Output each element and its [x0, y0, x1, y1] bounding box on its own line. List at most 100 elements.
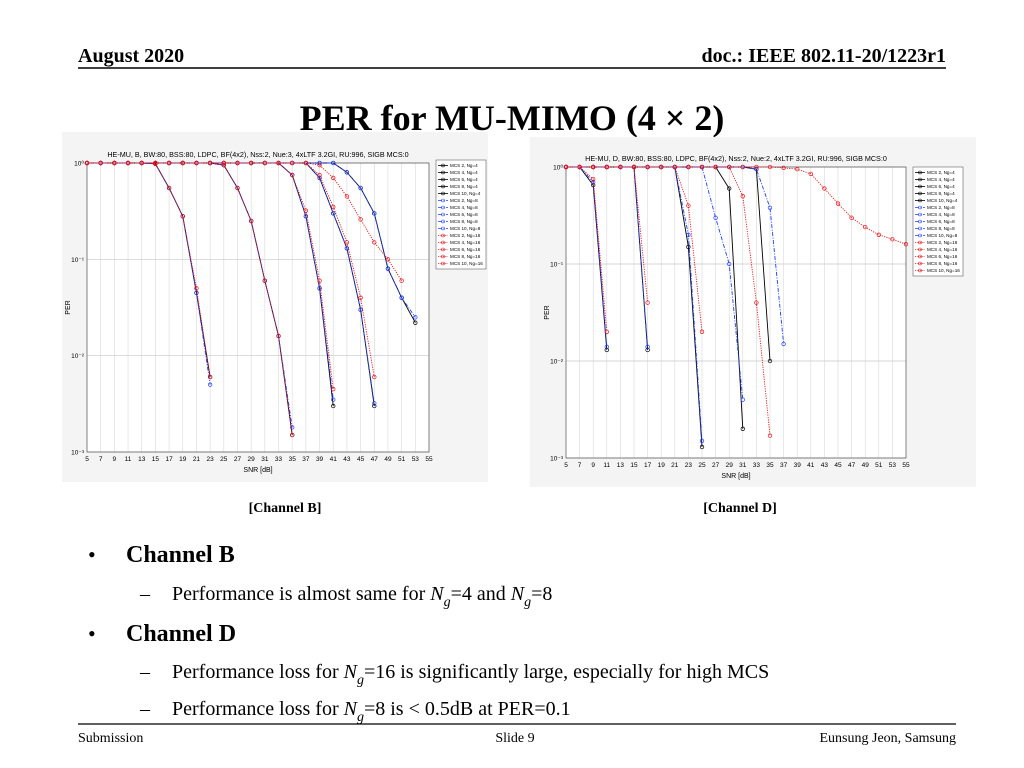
header-date: August 2020	[78, 45, 184, 67]
data-point	[194, 290, 199, 295]
data-point	[331, 204, 336, 210]
data-point	[740, 194, 745, 199]
data-point	[235, 160, 240, 166]
legend-marker	[918, 212, 922, 217]
data-point	[781, 341, 786, 347]
y-tick-label: 10⁻³	[550, 456, 564, 463]
x-tick-label: 45	[834, 462, 842, 469]
data-point	[713, 164, 718, 170]
data-point	[604, 344, 609, 349]
x-tick-label: 23	[207, 456, 215, 463]
x-tick-label: 7	[578, 462, 582, 469]
data-point	[84, 160, 90, 166]
x-tick-label: 27	[234, 456, 242, 463]
x-tick-label: 45	[357, 456, 365, 463]
legend-marker	[918, 268, 922, 273]
caption: [Channel D]	[703, 501, 777, 516]
data-point	[262, 278, 267, 283]
legend-label: MCS 2, Ng=16	[450, 233, 481, 238]
y-tick-label: 10⁻²	[550, 359, 564, 366]
sub-bullet: Performance loss for Ng=16 is significan…	[172, 661, 769, 688]
text: N	[429, 583, 445, 605]
x-tick-label: 55	[425, 456, 433, 463]
data-point	[577, 164, 582, 170]
series-line	[87, 162, 375, 378]
data-point	[331, 211, 336, 216]
data-point	[699, 164, 705, 170]
dash: –	[139, 661, 151, 683]
data-point	[139, 160, 144, 166]
text: g	[444, 595, 451, 610]
data-point	[604, 347, 609, 353]
y-tick-label: 10⁰	[553, 164, 563, 172]
x-tick-label: 47	[848, 462, 856, 469]
data-point	[166, 160, 172, 166]
legend-marker	[918, 198, 922, 203]
chart: 5 7 9 11 13 15 17 19 21 23 25 27 29 31 33 35 37 39 41 43 45 4…	[530, 137, 976, 487]
data-point	[713, 215, 718, 220]
legend-marker	[441, 184, 445, 189]
legend-label: MCS 2, Ng=16	[927, 240, 958, 245]
legend-label: MCS 10, Ng=8	[927, 233, 958, 238]
y-axis-label: PER	[544, 305, 551, 319]
data-point	[317, 278, 322, 283]
data-point	[207, 374, 213, 380]
text: Performance is almost same for	[172, 583, 430, 605]
legend-label: MCS 6, Ng=4	[927, 184, 955, 189]
x-tick-label: 15	[152, 456, 160, 463]
data-point	[659, 164, 664, 170]
data-point	[290, 160, 295, 166]
legend-marker	[918, 184, 922, 189]
data-point	[344, 240, 350, 245]
data-point	[344, 170, 350, 175]
sub-bullet: Performance is almost same for Ng=4 and …	[172, 583, 552, 610]
data-point	[835, 201, 841, 206]
text: N	[343, 661, 359, 683]
x-tick-label: 21	[193, 456, 201, 463]
legend-label: MCS 4, Ng=16	[450, 240, 481, 245]
x-tick-label: 19	[179, 456, 187, 463]
x-tick-label: 49	[862, 462, 870, 469]
x-tick-label: 29	[248, 456, 256, 463]
legend-marker	[918, 254, 922, 259]
legend-marker	[441, 247, 445, 252]
y-tick-label: 10⁻¹	[71, 257, 85, 264]
data-point	[413, 315, 418, 320]
slide-title: PER for MU-MIMO (4 × 2)	[300, 98, 725, 138]
legend-marker	[441, 198, 445, 203]
x-tick-label: 5	[564, 462, 568, 469]
data-point	[385, 257, 391, 262]
data-point	[372, 240, 377, 245]
plot-area	[87, 163, 429, 452]
x-tick-label: 41	[330, 456, 338, 463]
x-tick-label: 43	[821, 462, 829, 469]
x-tick-label: 29	[726, 462, 734, 469]
x-tick-label: 37	[780, 462, 788, 469]
data-point	[740, 426, 745, 431]
data-point	[358, 217, 363, 222]
legend-marker	[918, 247, 922, 252]
data-point	[754, 300, 759, 305]
x-tick-label: 23	[685, 462, 693, 469]
legend-marker	[918, 219, 922, 224]
x-tick-label: 39	[316, 456, 324, 463]
text: N	[510, 583, 526, 605]
legend-label: MCS 8, Ng=16	[450, 254, 481, 259]
data-point	[290, 172, 295, 178]
text: N	[343, 698, 359, 720]
legend-label: MCS 10, Ng=4	[450, 191, 481, 196]
text: g	[524, 595, 531, 610]
data-point	[331, 397, 336, 402]
text: g	[357, 673, 364, 688]
x-tick-label: 21	[671, 462, 679, 469]
x-axis-label: SNR [dB]	[243, 467, 272, 474]
bullet: Channel B	[126, 542, 235, 568]
data-point	[645, 344, 650, 349]
data-point	[221, 160, 226, 166]
y-tick-label: 10⁻³	[71, 450, 85, 457]
data-point	[618, 164, 623, 170]
data-point	[180, 214, 185, 219]
legend-label: MCS 8, Ng=4	[450, 184, 478, 189]
y-tick-label: 10⁻²	[71, 353, 85, 360]
